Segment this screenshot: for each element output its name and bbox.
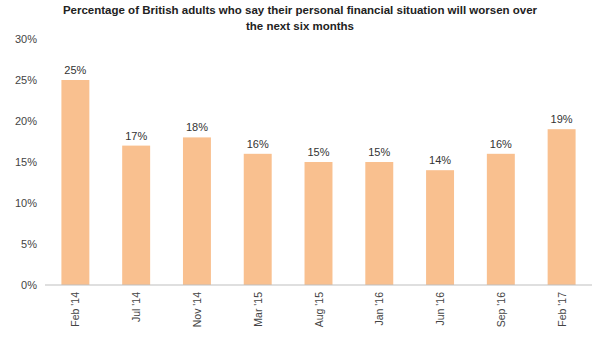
y-tick-label: 20% <box>15 115 37 127</box>
y-tick-label: 15% <box>15 156 37 168</box>
x-tick-label: Feb '14 <box>69 292 81 327</box>
data-label: 25% <box>64 64 86 76</box>
bar <box>61 80 89 285</box>
x-tick-label: Feb '17 <box>556 292 568 327</box>
bar <box>365 162 393 285</box>
x-tick-label: Mar '15 <box>252 292 264 327</box>
bar <box>548 129 576 285</box>
x-tick-labels: Feb '14 Jul '14 Nov '14 Mar '15 Aug '15 Jan '… <box>69 292 567 327</box>
data-label: 16% <box>490 138 512 150</box>
bar <box>426 170 454 285</box>
data-label: 15% <box>307 146 329 158</box>
data-label: 18% <box>186 121 208 133</box>
chart: Percentage of British adults who say the… <box>0 0 600 340</box>
bar <box>183 137 211 285</box>
y-tick-label: 25% <box>15 74 37 86</box>
x-tick-label: Sep '16 <box>495 292 507 327</box>
y-tick-label: 5% <box>21 238 37 250</box>
title-line: the next six months <box>246 20 354 32</box>
data-label: 14% <box>429 154 451 166</box>
data-label: 16% <box>247 138 269 150</box>
bar <box>244 154 272 285</box>
x-tick-label: Jun '16 <box>434 292 446 326</box>
x-axis <box>45 285 592 286</box>
data-label: 15% <box>368 146 390 158</box>
bars <box>61 80 575 285</box>
bar <box>305 162 333 285</box>
x-tick-label: Jul '14 <box>130 292 142 322</box>
title: Percentage of British adults who say the… <box>63 4 538 32</box>
title-line: Percentage of British adults who say the… <box>63 4 538 16</box>
x-tick-label: Aug '15 <box>313 292 325 327</box>
data-labels: 25% 17% 18% 16% 15% 15% 14% 16% 19% <box>64 64 572 166</box>
y-tick-label: 0% <box>21 279 37 291</box>
x-tick-label: Nov '14 <box>191 292 203 327</box>
y-tick-label: 30% <box>15 33 37 45</box>
data-label: 17% <box>125 130 147 142</box>
x-tick-label: Jan '16 <box>373 292 385 326</box>
bar <box>487 154 515 285</box>
bar <box>122 146 150 285</box>
y-tick-label: 10% <box>15 197 37 209</box>
data-label: 19% <box>551 113 573 125</box>
